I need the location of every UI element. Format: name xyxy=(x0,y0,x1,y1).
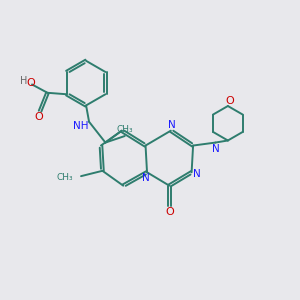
Text: O: O xyxy=(165,207,174,218)
Text: H: H xyxy=(20,76,27,86)
Text: N: N xyxy=(168,120,176,130)
Text: N: N xyxy=(212,143,219,154)
Text: O: O xyxy=(225,96,234,106)
Text: N: N xyxy=(193,169,201,179)
Text: O: O xyxy=(26,78,35,88)
Text: NH: NH xyxy=(73,121,88,131)
Text: N: N xyxy=(142,173,149,183)
Text: CH₃: CH₃ xyxy=(116,125,133,134)
Text: O: O xyxy=(34,112,43,122)
Text: CH₃: CH₃ xyxy=(56,173,73,182)
